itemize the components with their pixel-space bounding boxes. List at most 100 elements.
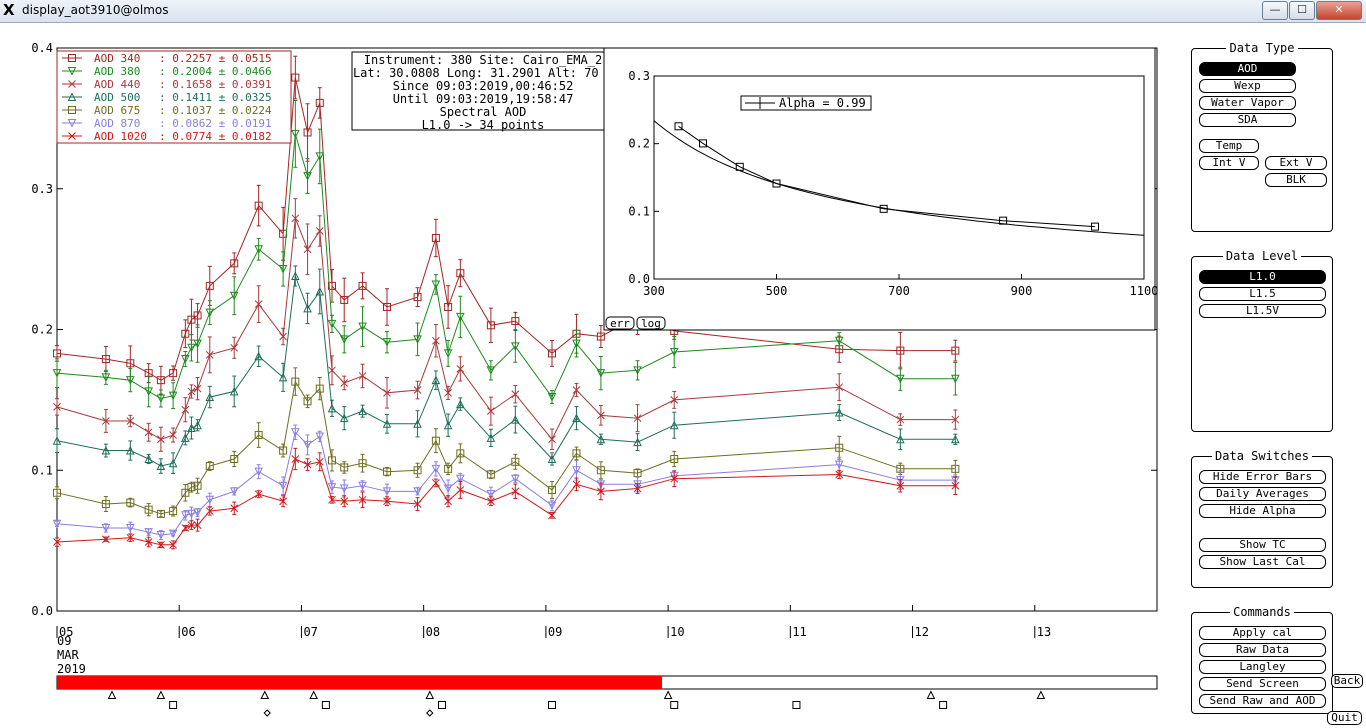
data-point: [456, 312, 465, 322]
legend-marker: [68, 132, 76, 140]
data-point: [193, 311, 202, 320]
show-last-cal-button[interactable]: Show Last Cal: [1199, 555, 1326, 569]
level-l15v-button[interactable]: L1.5V: [1199, 304, 1326, 318]
langley-button[interactable]: Langley: [1199, 660, 1326, 674]
cal-marker-square: [792, 701, 801, 709]
err-button[interactable]: [605, 316, 635, 330]
data-point: [548, 511, 556, 520]
data-point: [443, 349, 453, 359]
legend-label: AOD 380: [94, 65, 140, 78]
send-raw-and-aod-button[interactable]: Send Raw and AOD: [1199, 694, 1326, 708]
data-point: [339, 484, 349, 494]
data-level-title: Data Level: [1222, 249, 1302, 263]
hide-error-bars-button[interactable]: Hide Error Bars: [1199, 470, 1326, 484]
data-point: [291, 214, 300, 223]
quit-button[interactable]: Quit: [1327, 711, 1362, 725]
sda-button[interactable]: SDA: [1199, 113, 1296, 127]
data-point: [315, 286, 325, 296]
raw-data-button[interactable]: Raw Data: [1199, 643, 1326, 657]
data-point: [205, 507, 214, 515]
err-button-label[interactable]: err: [610, 317, 630, 330]
cal-marker-triangle: [425, 690, 435, 699]
cal-marker-triangle: [107, 690, 117, 699]
data-point: [126, 445, 135, 455]
data-point: [382, 338, 392, 347]
log-button[interactable]: [636, 316, 666, 330]
aod-button[interactable]: AOD: [1199, 62, 1296, 76]
data-point: [572, 466, 581, 475]
data-point: [382, 419, 392, 428]
data-point: [303, 397, 312, 406]
data-point: [572, 480, 581, 489]
minimize-button[interactable]: —: [1262, 1, 1288, 20]
data-point: [572, 339, 581, 349]
data-point: [315, 227, 324, 235]
cal-marker-diamond: [426, 709, 434, 717]
data-point: [126, 533, 135, 542]
data-point: [486, 433, 496, 442]
data-point: [669, 348, 679, 357]
spectral-point: [1091, 222, 1099, 231]
ext-v-button[interactable]: Ext V: [1265, 156, 1327, 170]
date-month: MAR: [57, 648, 79, 662]
data-point: [303, 460, 312, 469]
data-point: [413, 293, 422, 302]
x-tick-label: 07: [303, 625, 317, 639]
data-point: [291, 428, 300, 437]
y-tick-label: 0.0: [31, 604, 53, 618]
spectral-point: [674, 122, 683, 131]
int-v-button[interactable]: Int V: [1199, 156, 1259, 170]
data-point: [951, 346, 960, 355]
data-point: [102, 417, 110, 425]
water-vapor-button[interactable]: Water Vapor: [1199, 96, 1296, 110]
data-point: [486, 366, 496, 375]
spectral-y-tick-label: 0.0: [628, 272, 650, 286]
data-point: [951, 415, 960, 424]
data-point: [169, 369, 178, 378]
data-point: [511, 342, 520, 352]
close-button[interactable]: ✕: [1316, 1, 1362, 20]
data-point: [511, 474, 520, 484]
log-button-label[interactable]: log: [641, 317, 661, 330]
data-point: [144, 387, 153, 397]
data-point: [157, 540, 165, 549]
daily-averages-button[interactable]: Daily Averages: [1199, 487, 1326, 501]
data-point: [181, 524, 190, 532]
data-point: [633, 437, 642, 447]
data-point: [168, 391, 178, 401]
data-point: [230, 454, 239, 463]
info-line: Spectral AOD: [440, 105, 527, 119]
data-point: [230, 259, 239, 268]
data-point: [486, 490, 496, 499]
spectral-line: [678, 125, 1096, 228]
data-point: [193, 384, 202, 393]
data-point: [303, 440, 312, 450]
data-point: [547, 393, 557, 402]
data-point: [327, 483, 337, 492]
apply-cal-button[interactable]: Apply cal: [1199, 626, 1326, 640]
level-l15-button[interactable]: L1.5: [1199, 287, 1326, 301]
level-l10-button[interactable]: L1.0: [1199, 270, 1326, 284]
hide-alpha-button[interactable]: Hide Alpha: [1199, 504, 1326, 518]
date-year: 2019: [57, 662, 86, 676]
legend-stat: : 0.1037 ± 0.0224: [159, 104, 272, 117]
data-point: [548, 485, 556, 494]
data-point: [157, 435, 165, 444]
data-point: [193, 508, 202, 518]
temp-button[interactable]: Temp: [1199, 139, 1259, 153]
back-button[interactable]: Back: [1331, 674, 1363, 688]
show-tc-button[interactable]: Show TC: [1199, 538, 1326, 552]
data-point: [254, 245, 263, 254]
data-point: [383, 388, 391, 397]
send-screen-button[interactable]: Send Screen: [1199, 677, 1326, 691]
maximize-button[interactable]: ☐: [1289, 1, 1315, 20]
wexp-button[interactable]: Wexp: [1199, 79, 1296, 93]
data-point: [413, 386, 422, 394]
legend-stat: : 0.0774 ± 0.0182: [159, 130, 272, 143]
data-point: [443, 484, 453, 494]
blk-button[interactable]: BLK: [1265, 173, 1327, 187]
data-point: [278, 481, 288, 491]
info-box: Instrument: 380 Site: Cairo_EMA_2 Lat: 3…: [351, 51, 615, 132]
x-tick-label: 08: [426, 625, 440, 639]
data-point: [572, 386, 581, 394]
